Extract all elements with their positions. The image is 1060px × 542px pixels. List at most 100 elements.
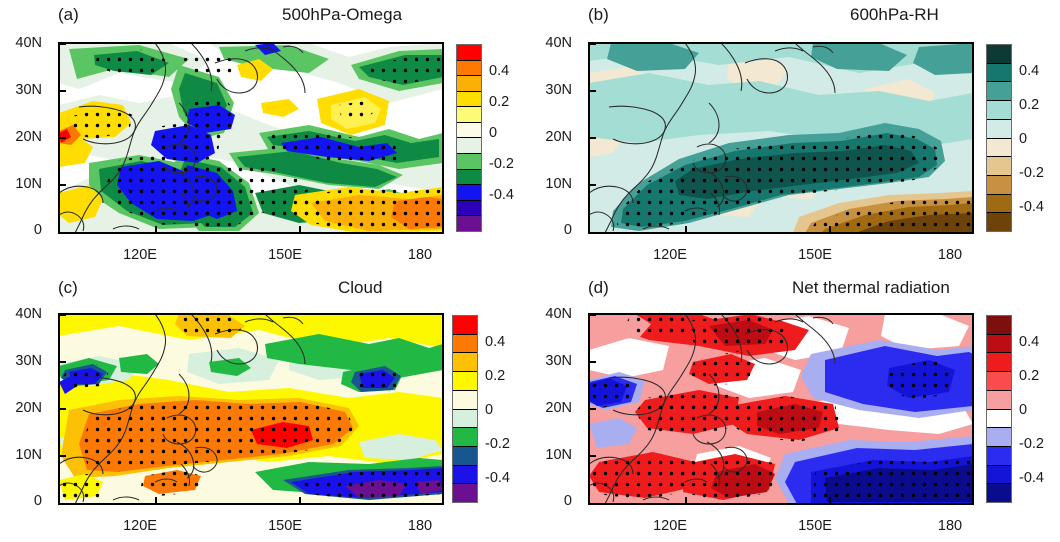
colorbar-segment <box>453 353 477 373</box>
panel-b-ytick-10n: 10N <box>545 176 572 192</box>
panel-a-ytick-30n: 30N <box>15 82 42 98</box>
panel-d-cbar-label-4: -0.4 <box>1019 470 1044 486</box>
panel-d-title: Net thermal radiation <box>792 278 950 297</box>
panel-b-cbar-label-3: -0.2 <box>1019 165 1044 181</box>
colorbar-segment <box>987 101 1011 120</box>
panel-d-ytick-mark-30n <box>589 361 596 363</box>
panel-a-cbar-label-4: -0.4 <box>489 187 514 203</box>
panel-d-ytick-40n: 40N <box>545 306 572 322</box>
panel-d-cbar-label-0: 0.4 <box>1019 334 1040 350</box>
panel-d-cbar-label-1: 0.2 <box>1019 368 1040 384</box>
panel-d-label: (d) <box>588 278 609 297</box>
colorbar-segment <box>987 45 1011 64</box>
panel-b-xtick-120e: 120E <box>653 247 687 263</box>
panel-d-cbar-label-2: 0 <box>1019 402 1028 418</box>
panel-d-xtick-mark-120e <box>685 497 687 504</box>
panel-b-ytick-mark-40n <box>589 43 596 45</box>
panel-b-ytick-30n: 30N <box>545 82 572 98</box>
panel-b-ytick-0: 0 <box>563 222 572 238</box>
colorbar-segment <box>457 169 481 186</box>
colorbar-segment <box>457 107 481 123</box>
colorbar-segment <box>987 484 1011 503</box>
panel-b-map <box>588 42 974 234</box>
colorbar-segment <box>987 409 1011 429</box>
panel-b-field <box>589 43 973 233</box>
panel-b-xtick-mark-150e <box>829 226 831 233</box>
colorbar-segment <box>987 194 1011 214</box>
panel-c-field <box>59 314 443 504</box>
panel-a-ytick-20n: 20N <box>15 129 42 145</box>
panel-d-field <box>589 314 973 504</box>
panel-a-ytick-mark-30n <box>59 90 66 92</box>
panel-c-ytick-mark-10n <box>59 455 66 457</box>
panel-a-xtick-180: 180 <box>407 247 433 263</box>
panel-a-xtick-mark-120e <box>155 226 157 233</box>
panel-d-ytick-20n: 20N <box>545 400 572 416</box>
panel-b-cbar-label-0: 0.4 <box>1019 63 1040 79</box>
colorbar-segment <box>453 446 477 466</box>
panel-c-xtick-mark-150e <box>299 497 301 504</box>
panel-d-ytick-mark-20n <box>589 408 596 410</box>
panel-c-cbar-label-3: -0.2 <box>485 436 510 452</box>
panel-b-ytick-mark-20n <box>589 137 596 139</box>
panel-a-field <box>59 43 443 233</box>
panel-d-ytick-10n: 10N <box>545 447 572 463</box>
colorbar-segment <box>453 316 477 335</box>
panel-d-xtick-180: 180 <box>937 518 963 534</box>
panel-a: (a) 500hPa-Omega 40N 30N 20N 10N 0 120E … <box>0 0 530 271</box>
colorbar-segment <box>457 216 481 231</box>
colorbar-segment <box>457 138 481 155</box>
panel-d-xtick-120e: 120E <box>653 518 687 534</box>
panel-b-xtick-150e: 150E <box>798 247 832 263</box>
colorbar-segment <box>987 138 1011 158</box>
panel-d-xtick-mark-150e <box>829 497 831 504</box>
colorbar-segment <box>457 60 481 77</box>
colorbar-segment <box>453 484 477 503</box>
colorbar-segment <box>453 465 477 485</box>
colorbar-segment <box>987 353 1011 373</box>
panel-b: (b) 600hPa-RH 40N 30N 20N 10N 0 120E 150… <box>530 0 1060 271</box>
panel-a-cbar-label-1: 0.2 <box>489 94 510 110</box>
colorbar-segment <box>987 63 1011 83</box>
panel-a-ytick-0: 0 <box>33 222 42 238</box>
colorbar-segment <box>457 76 481 92</box>
panel-b-title: 600hPa-RH <box>850 5 939 24</box>
panel-a-xtick-120e: 120E <box>123 247 157 263</box>
panel-a-cbar-label-2: 0 <box>489 125 498 141</box>
colorbar-segment <box>987 119 1011 139</box>
panel-a-label: (a) <box>58 5 79 24</box>
panel-c-ytick-40n: 40N <box>15 306 42 322</box>
panel-d-ytick-mark-40n <box>589 314 596 316</box>
panel-a-ytick-10n: 10N <box>15 176 42 192</box>
colorbar-segment <box>457 154 481 170</box>
colorbar-segment <box>987 372 1011 391</box>
colorbar-segment <box>987 157 1011 176</box>
colorbar-segment <box>987 175 1011 195</box>
panel-a-map <box>58 42 444 234</box>
panel-b-cbar-label-2: 0 <box>1019 131 1028 147</box>
panel-b-ytick-mark-30n <box>589 90 596 92</box>
panel-a-colorbar <box>456 44 482 232</box>
colorbar-segment <box>987 446 1011 466</box>
panel-c-ytick-mark-20n <box>59 408 66 410</box>
panel-d-ytick-0: 0 <box>563 493 572 509</box>
panel-c-title: Cloud <box>338 278 383 297</box>
colorbar-segment <box>453 372 477 391</box>
panel-d-ytick-mark-10n <box>589 455 596 457</box>
panel-c-label: (c) <box>58 278 78 297</box>
colorbar-segment <box>987 213 1011 232</box>
colorbar-segment <box>457 91 481 108</box>
panel-c-ytick-20n: 20N <box>15 400 42 416</box>
panel-a-xtick-mark-150e <box>299 226 301 233</box>
panel-b-xtick-180: 180 <box>937 247 963 263</box>
panel-b-ytick-40n: 40N <box>545 35 572 51</box>
panel-a-cbar-label-3: -0.2 <box>489 156 514 172</box>
panel-c: (c) Cloud 40N 30N 20N 10N 0 120E 150E 18… <box>0 271 530 542</box>
panel-c-ytick-mark-30n <box>59 361 66 363</box>
panel-b-ytick-mark-10n <box>589 184 596 186</box>
panel-b-ytick-20n: 20N <box>545 129 572 145</box>
panel-a-ytick-mark-10n <box>59 184 66 186</box>
colorbar-segment <box>457 185 481 201</box>
panel-c-ytick-mark-40n <box>59 314 66 316</box>
